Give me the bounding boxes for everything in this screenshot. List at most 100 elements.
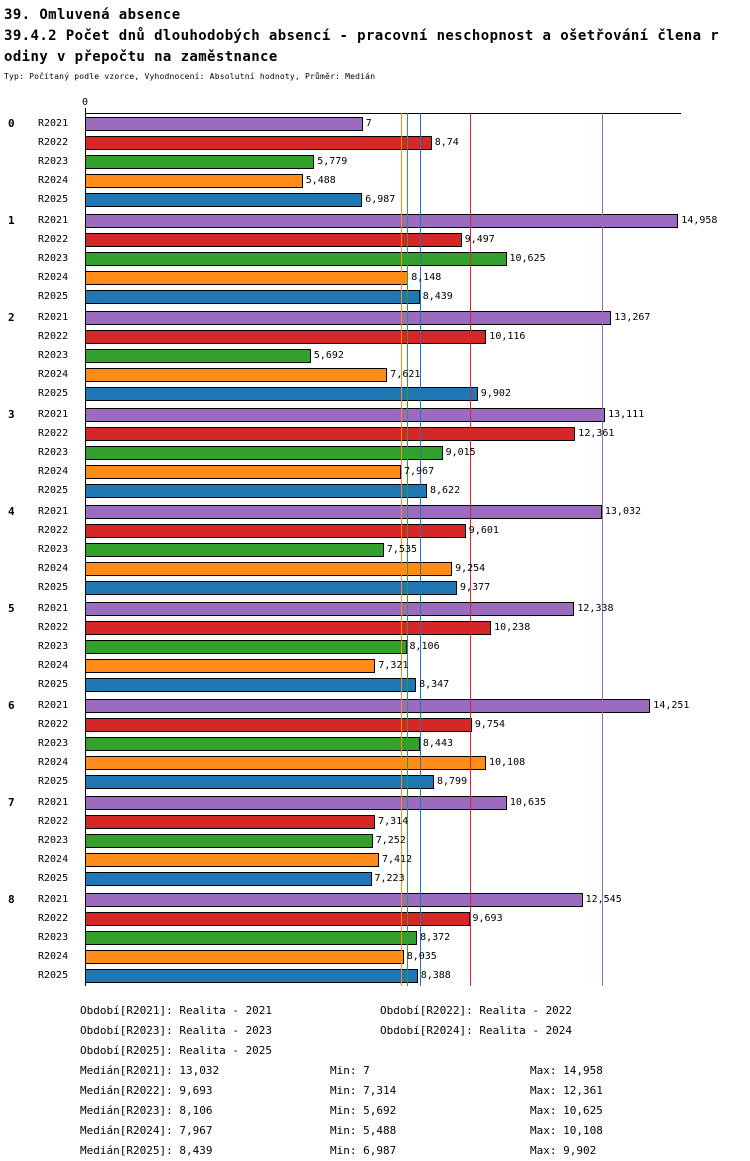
- series-label: R2024: [38, 951, 69, 962]
- bar-value-label: 12,545: [585, 894, 622, 905]
- bar-row: R2022 12,361: [0, 424, 750, 443]
- bar-value-label: 12,361: [578, 428, 615, 439]
- legend-min-value: Min: 6,987: [330, 1144, 397, 1157]
- bar-row: R2023 9,015: [0, 443, 750, 462]
- bar-R2023-group-2: [85, 348, 311, 363]
- bar-value-label: 14,958: [681, 215, 718, 226]
- median-line-R2024: [401, 113, 402, 986]
- bar-row: R2024 7,967: [0, 462, 750, 481]
- group-label: 2: [8, 311, 15, 324]
- bar-row: 4 R2021 13,032: [0, 502, 750, 521]
- bar-row: R2022 10,116: [0, 327, 750, 346]
- bar-value-label: 12,338: [577, 603, 614, 614]
- bar-row: R2022 8,74: [0, 133, 750, 152]
- bar-row: R2025 8,622: [0, 481, 750, 500]
- bar-group-4: 4 R2021 13,032 R2022 9,601 R2023 7,535 R2024 9,2…: [0, 502, 750, 597]
- x-axis-tick-label: 0: [82, 97, 89, 108]
- bar-R2021-group-3: [85, 407, 606, 422]
- series-label: R2022: [38, 428, 69, 439]
- chart-subtitle: Typ: Počítaný podle vzorce, Vyhodnocení:…: [4, 72, 376, 81]
- bar-R2024-group-7: [85, 852, 379, 867]
- series-label: R2021: [38, 215, 69, 226]
- series-label: R2023: [38, 932, 69, 943]
- bar-value-label: 13,032: [604, 506, 642, 517]
- bar-row: R2025 6,987: [0, 190, 750, 209]
- legend-stats-row: Medián[R2025]: 8,439 Min: 6,987 Max: 9,902: [80, 1141, 750, 1161]
- bar-value-label: 7,321: [378, 660, 409, 671]
- series-label: R2024: [38, 175, 69, 186]
- series-label: R2024: [38, 854, 69, 865]
- series-label: R2021: [38, 506, 69, 517]
- bar-row: 2 R2021 13,267: [0, 308, 750, 327]
- median-line-R2021: [601, 113, 603, 986]
- bar-group-6: 6 R2021 14,251 R2022 9,754 R2023 8,443 R2024 10,…: [0, 696, 750, 791]
- group-label: 8: [8, 893, 15, 906]
- legend: Období[R2021]: Realita - 2021 Období[R202…: [80, 1001, 750, 1161]
- bar-row: R2025 9,377: [0, 578, 750, 597]
- bar-value-label: 8,622: [430, 485, 461, 496]
- bar-value-label: 8,148: [411, 272, 442, 283]
- legend-min-value: Min: 5,692: [330, 1104, 397, 1117]
- group-label: 6: [8, 699, 15, 712]
- series-label: R2022: [38, 331, 69, 342]
- series-label: R2025: [38, 679, 69, 690]
- legend-min-value: Min: 5,488: [330, 1124, 397, 1137]
- x-axis-line: [85, 113, 681, 114]
- group-label: 0: [8, 117, 15, 130]
- bar-row: R2022 9,601: [0, 521, 750, 540]
- series-label: R2023: [38, 835, 69, 846]
- bar-row: 6 R2021 14,251: [0, 696, 750, 715]
- bar-row: R2023 7,535: [0, 540, 750, 559]
- chart-title-line2: 39.4.2 Počet dnů dlouhodobých absencí - …: [4, 28, 720, 44]
- bar-R2025-group-0: [85, 192, 363, 207]
- series-label: R2024: [38, 660, 69, 671]
- series-label: R2025: [38, 582, 69, 593]
- series-label: R2023: [38, 253, 69, 264]
- bar-value-label: 10,238: [494, 622, 531, 633]
- group-label: 5: [8, 602, 15, 615]
- series-label: R2025: [38, 388, 69, 399]
- legend-period-entry: Období[R2022]: Realita - 2022: [380, 1004, 573, 1017]
- bar-R2023-group-8: [85, 930, 418, 945]
- bar-row: R2023 8,372: [0, 928, 750, 947]
- bar-row: R2024 7,321: [0, 656, 750, 675]
- bar-row: 8 R2021 12,545: [0, 890, 750, 909]
- bar-value-label: 7,621: [390, 369, 421, 380]
- bar-value-label: 8,439: [422, 291, 453, 302]
- bar-R2021-group-7: [85, 795, 507, 810]
- bar-value-label: 13,267: [614, 312, 651, 323]
- bar-group-0: 0 R2021 7 R2022 8,74 R2023 5,779 R2024 5,488 R202…: [0, 114, 750, 209]
- bar-R2022-group-8: [85, 911, 470, 926]
- bar-value-label: 7,314: [378, 816, 409, 827]
- legend-period-list: Období[R2021]: Realita - 2021 Období[R202…: [80, 1001, 750, 1061]
- bar-R2025-group-8: [85, 968, 418, 983]
- bar-row: R2024 7,621: [0, 365, 750, 384]
- series-label: R2025: [38, 970, 69, 981]
- legend-max-value: Max: 9,902: [530, 1144, 597, 1157]
- legend-stats-list: Medián[R2021]: 13,032 Min: 7 Max: 14,958 Me…: [80, 1061, 750, 1161]
- bar-value-label: 8,372: [420, 932, 451, 943]
- bar-row: R2025 7,223: [0, 869, 750, 888]
- series-label: R2025: [38, 291, 69, 302]
- bar-value-label: 8,106: [409, 641, 440, 652]
- bar-value-label: 9,254: [455, 563, 486, 574]
- series-label: R2021: [38, 118, 69, 129]
- bar-R2025-group-4: [85, 580, 457, 595]
- legend-period-entry: Období[R2024]: Realita - 2024: [380, 1024, 573, 1037]
- bar-R2023-group-0: [85, 154, 315, 169]
- bar-row: 1 R2021 14,958: [0, 211, 750, 230]
- series-label: R2022: [38, 622, 69, 633]
- series-label: R2024: [38, 466, 69, 477]
- group-label: 4: [8, 505, 15, 518]
- bar-value-label: 9,015: [445, 447, 476, 458]
- legend-median-value: Medián[R2021]: 13,032: [80, 1064, 220, 1077]
- bar-row: R2023 8,106: [0, 637, 750, 656]
- legend-max-value: Max: 14,958: [530, 1064, 603, 1077]
- bar-row: R2023 10,625: [0, 249, 750, 268]
- series-label: R2021: [38, 603, 69, 614]
- legend-min-value: Min: 7,314: [330, 1084, 397, 1097]
- bar-R2024-group-8: [85, 949, 404, 964]
- bar-row: R2024 5,488: [0, 171, 750, 190]
- bar-value-label: 7,967: [404, 466, 435, 477]
- bar-value-label: 8,443: [422, 738, 453, 749]
